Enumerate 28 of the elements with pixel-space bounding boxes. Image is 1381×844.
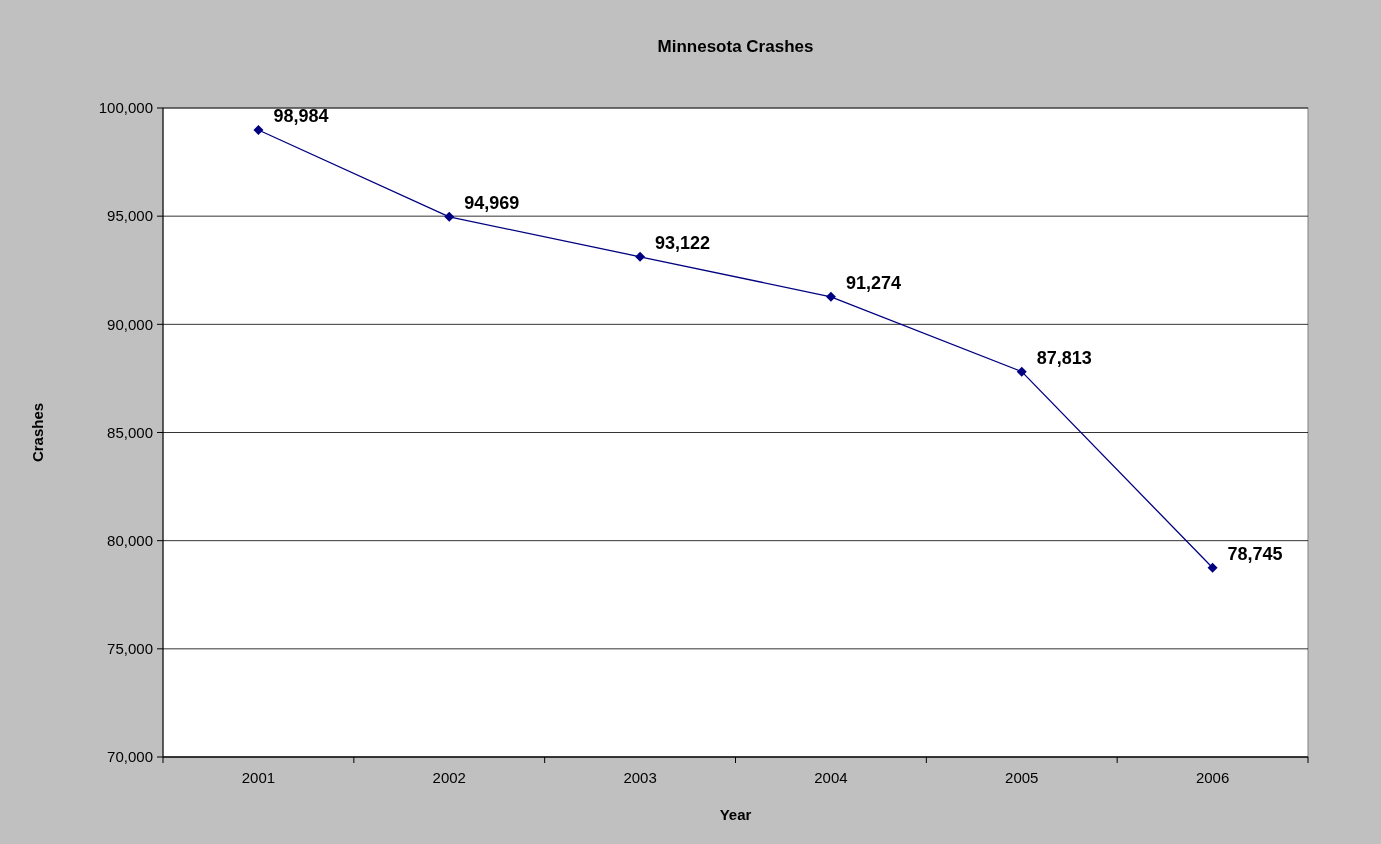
- point: [1207, 562, 1218, 573]
- point: [253, 124, 264, 135]
- chart-title: Minnesota Crashes: [657, 37, 814, 56]
- x-tick-label: 2005: [1005, 769, 1039, 786]
- data-label: 98,984: [273, 105, 329, 126]
- x-tick-label: 2004: [814, 769, 848, 786]
- data-label: 91,274: [845, 272, 901, 293]
- point: [825, 291, 836, 302]
- y-tick-label: 80,000: [107, 531, 153, 549]
- y-tick-label: 85,000: [107, 423, 153, 441]
- y-tick-label: 75,000: [107, 640, 153, 658]
- y-tick-label: 100,000: [98, 99, 153, 117]
- x-axis-title: Year: [719, 806, 752, 823]
- point: [635, 251, 646, 262]
- data-label: 93,122: [655, 232, 711, 253]
- y-tick-label: 95,000: [107, 207, 153, 225]
- data-label: 94,969: [464, 192, 520, 213]
- x-tick-label: 2003: [623, 769, 657, 786]
- y-axis-title: Crashes: [29, 402, 46, 463]
- y-tick-label: 90,000: [107, 315, 153, 333]
- point: [444, 211, 455, 222]
- x-tick-label: 2001: [241, 769, 276, 786]
- point: [1016, 366, 1027, 377]
- x-tick-label: 2006: [1195, 769, 1230, 786]
- y-tick-label: 70,000: [107, 748, 153, 766]
- data-label: 78,745: [1227, 543, 1283, 564]
- data-label: 87,813: [1036, 347, 1092, 368]
- x-tick-label: 2002: [432, 769, 466, 786]
